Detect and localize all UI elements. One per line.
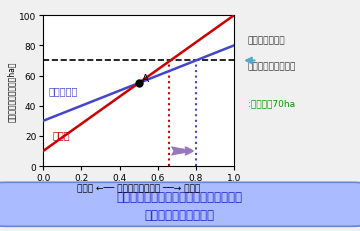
Text: A: A [143,73,149,83]
Text: :分布面積70ha: :分布面積70ha [248,99,295,108]
Text: 最低これだけは: 最低これだけは [248,36,285,45]
Text: 小さい ←── 不確実性の大きさ ──→ 大きい: 小さい ←── 不確実性の大きさ ──→ 大きい [77,184,200,193]
Text: 管理目標を達成できる: 管理目標を達成できる [144,208,214,221]
FancyBboxPatch shape [0,182,360,226]
Text: 物理的除去がより大きな不確実性の下で: 物理的除去がより大きな不確実性の下で [116,190,242,203]
Text: 達成したい管理目標: 達成したい管理目標 [248,62,296,71]
Text: 物理的除去: 物理的除去 [49,86,78,96]
Y-axis label: 外来植物の分布面積（ha）: 外来植物の分布面積（ha） [7,61,16,121]
Text: 除草剤: 除草剤 [53,130,70,140]
